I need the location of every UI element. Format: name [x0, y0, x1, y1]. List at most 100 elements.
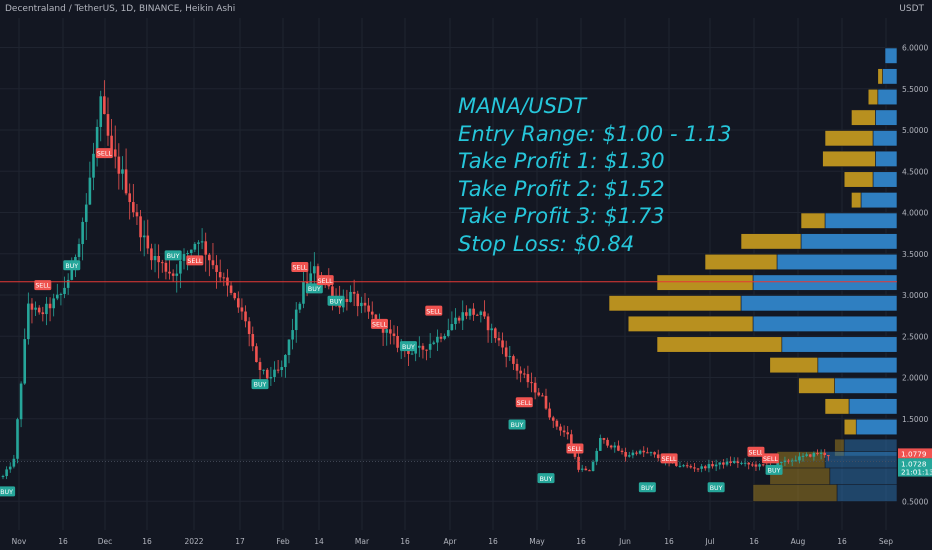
candle-body — [428, 343, 432, 350]
buy-signal: BUY — [0, 486, 16, 497]
volume-profile-down-bar — [877, 68, 883, 85]
y-tick-label: 1.5000 — [902, 415, 928, 424]
candle-body — [240, 307, 244, 312]
y-tick-label: 3.0000 — [902, 291, 928, 300]
candle-body — [182, 254, 186, 261]
candle-body — [5, 469, 8, 477]
candle-body — [95, 126, 99, 154]
candle-body — [624, 452, 627, 457]
candle-body — [294, 309, 298, 331]
sell-signal: SELL — [291, 261, 309, 272]
candle-body — [222, 277, 226, 279]
candle-body — [305, 282, 309, 284]
candle-body — [193, 243, 197, 250]
volume-profile-up-bar — [740, 295, 898, 312]
candle-body — [591, 461, 595, 471]
volume-profile-up-bar — [800, 233, 898, 250]
candle-body — [269, 376, 273, 379]
candle-body — [211, 260, 215, 266]
candle-body — [302, 282, 305, 304]
candle-body — [703, 466, 707, 469]
volume-profile-up-bar — [882, 68, 898, 85]
buy-signal: BUY — [537, 473, 555, 484]
candle-body — [349, 291, 352, 302]
y-tick-label: 2.0000 — [902, 374, 928, 383]
x-tick-label: Aug — [791, 537, 806, 546]
y-tick-label: 3.5000 — [902, 250, 928, 259]
volume-profile-up-bar — [875, 150, 898, 167]
candle-body — [150, 248, 153, 261]
candle-body — [472, 308, 475, 315]
signal-label: BUY — [308, 286, 321, 293]
candle-body — [443, 335, 446, 339]
sell-signal-box — [566, 443, 584, 454]
volume-profile-down-bar — [608, 295, 742, 312]
x-tick-label: 16 — [749, 537, 759, 546]
candle-body — [132, 202, 135, 213]
volume-profile-down-bar — [740, 233, 802, 250]
volume-profile-up-bar — [829, 467, 898, 486]
signal-label: SELL — [187, 258, 202, 265]
sell-signal-box — [34, 280, 52, 291]
candle-body — [208, 254, 211, 261]
y-tick-label: 4.0000 — [902, 209, 928, 218]
candle-body — [352, 291, 356, 294]
candle-body — [642, 450, 646, 453]
candle-body — [446, 330, 450, 336]
candle-body — [233, 292, 236, 299]
candle-body — [602, 438, 606, 440]
candle-body — [526, 374, 530, 383]
candle-body — [483, 311, 486, 317]
candle-body — [544, 395, 548, 409]
candle-body — [631, 452, 635, 456]
buy-signal-box — [0, 486, 16, 497]
volume-profile-up-bar — [855, 418, 898, 436]
candle-body — [783, 460, 787, 463]
candle-body — [157, 255, 160, 263]
candle-body — [479, 311, 483, 315]
annotation-stop-loss: Stop Loss: $0.84 — [458, 231, 635, 256]
sell-signal-box — [291, 261, 309, 272]
time-axis: Nov 16 Dec 16 2022 17 Feb 14 Mar 16 Apr 16 May 16 Jun 1… — [12, 537, 894, 546]
buy-signal: BUY — [508, 419, 526, 430]
candle-body — [512, 356, 515, 364]
sell-signal-box — [761, 453, 779, 464]
candle-body — [360, 302, 363, 307]
candle-body — [776, 462, 779, 466]
candle-body — [609, 445, 613, 448]
volume-profile-up-bar — [884, 47, 898, 64]
candle-body — [754, 464, 758, 467]
buy-signal-box — [638, 482, 656, 493]
candle-body — [407, 348, 410, 354]
candle-body — [70, 264, 74, 280]
price-tag: 1.0779 — [898, 448, 932, 459]
sell-signal-box — [747, 446, 765, 457]
volume-profile-up-bar — [872, 130, 898, 147]
candle-body — [649, 452, 653, 454]
candle-body — [128, 193, 131, 203]
candle-body — [718, 462, 722, 465]
x-tick-label: 16 — [488, 537, 498, 546]
signal-label: SELL — [763, 456, 778, 463]
sell-signal: SELL — [370, 318, 388, 329]
x-tick-label: May — [529, 537, 545, 546]
candle-body — [1, 476, 5, 478]
x-tick-label: 14 — [314, 537, 324, 546]
volume-profile-up-bar — [776, 253, 898, 271]
candle-body — [258, 362, 262, 371]
price-tag-text: 1.0779 — [901, 449, 927, 458]
candle-body — [504, 347, 508, 357]
sell-signal: SELL — [34, 280, 52, 291]
sell-signal-box — [660, 453, 678, 464]
volume-profile-down-bar — [769, 357, 819, 374]
buy-signal-box — [251, 379, 269, 390]
candle-body — [313, 266, 316, 274]
price-tag-box — [898, 448, 932, 459]
signal-label: BUY — [65, 263, 78, 270]
candle-body — [88, 177, 92, 205]
candle-body — [696, 468, 700, 470]
candle-body — [103, 96, 106, 115]
sell-signal: SELL — [515, 397, 533, 408]
